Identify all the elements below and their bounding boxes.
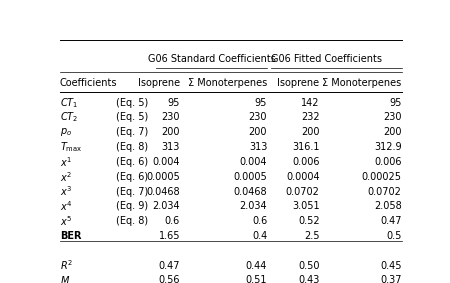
Text: 313: 313 bbox=[162, 142, 180, 152]
Text: 0.6: 0.6 bbox=[252, 216, 267, 226]
Text: 0.52: 0.52 bbox=[298, 216, 320, 226]
Text: $x^1$: $x^1$ bbox=[60, 155, 72, 169]
Text: $CT_1$: $CT_1$ bbox=[60, 96, 78, 110]
Text: 0.47: 0.47 bbox=[158, 261, 180, 271]
Text: 0.44: 0.44 bbox=[246, 261, 267, 271]
Text: 0.0005: 0.0005 bbox=[146, 172, 180, 182]
Text: 0.43: 0.43 bbox=[298, 275, 320, 283]
Text: (Eq. 5): (Eq. 5) bbox=[116, 112, 148, 123]
Text: 316.1: 316.1 bbox=[292, 142, 320, 152]
Text: $x^2$: $x^2$ bbox=[60, 170, 72, 184]
Text: 2.058: 2.058 bbox=[374, 201, 401, 211]
Text: 0.004: 0.004 bbox=[153, 157, 180, 167]
Text: 0.00025: 0.00025 bbox=[361, 172, 401, 182]
Text: Σ Monoterpenes: Σ Monoterpenes bbox=[322, 78, 401, 88]
Text: 0.50: 0.50 bbox=[298, 261, 320, 271]
Text: 232: 232 bbox=[301, 112, 320, 123]
Text: $x^5$: $x^5$ bbox=[60, 214, 72, 228]
Text: 95: 95 bbox=[389, 98, 401, 108]
Text: 200: 200 bbox=[162, 127, 180, 137]
Text: $x^4$: $x^4$ bbox=[60, 200, 72, 213]
Text: 312.9: 312.9 bbox=[374, 142, 401, 152]
Text: 0.004: 0.004 bbox=[240, 157, 267, 167]
Text: BER: BER bbox=[60, 231, 81, 241]
Text: (Eq. 8): (Eq. 8) bbox=[116, 142, 148, 152]
Text: (Eq. 7): (Eq. 7) bbox=[116, 186, 148, 196]
Text: 200: 200 bbox=[301, 127, 320, 137]
Text: 0.0702: 0.0702 bbox=[368, 186, 401, 196]
Text: G06 Standard Coefficients: G06 Standard Coefficients bbox=[148, 54, 275, 64]
Text: 200: 200 bbox=[249, 127, 267, 137]
Text: $R^2$: $R^2$ bbox=[60, 259, 73, 273]
Text: 0.56: 0.56 bbox=[158, 275, 180, 283]
Text: 1.65: 1.65 bbox=[158, 231, 180, 241]
Text: 95: 95 bbox=[168, 98, 180, 108]
Text: 0.51: 0.51 bbox=[246, 275, 267, 283]
Text: 2.034: 2.034 bbox=[153, 201, 180, 211]
Text: 0.0702: 0.0702 bbox=[286, 186, 320, 196]
Text: 3.051: 3.051 bbox=[292, 201, 320, 211]
Text: 2.5: 2.5 bbox=[304, 231, 320, 241]
Text: 230: 230 bbox=[383, 112, 401, 123]
Text: 0.0004: 0.0004 bbox=[286, 172, 320, 182]
Text: G06 Fitted Coefficients: G06 Fitted Coefficients bbox=[271, 54, 382, 64]
Text: 230: 230 bbox=[162, 112, 180, 123]
Text: $CT_2$: $CT_2$ bbox=[60, 111, 78, 124]
Text: (Eq. 5): (Eq. 5) bbox=[116, 98, 148, 108]
Text: Σ Monoterpenes: Σ Monoterpenes bbox=[188, 78, 267, 88]
Text: Isoprene: Isoprene bbox=[138, 78, 180, 88]
Text: (Eq. 7): (Eq. 7) bbox=[116, 127, 148, 137]
Text: Coefficients: Coefficients bbox=[60, 78, 117, 88]
Text: (Eq. 6): (Eq. 6) bbox=[116, 157, 148, 167]
Text: $p_o$: $p_o$ bbox=[60, 126, 72, 138]
Text: 2.034: 2.034 bbox=[239, 201, 267, 211]
Text: 95: 95 bbox=[255, 98, 267, 108]
Text: (Eq. 9): (Eq. 9) bbox=[116, 201, 148, 211]
Text: 0.0468: 0.0468 bbox=[234, 186, 267, 196]
Text: $x^3$: $x^3$ bbox=[60, 185, 72, 198]
Text: 0.37: 0.37 bbox=[380, 275, 401, 283]
Text: 0.5: 0.5 bbox=[386, 231, 401, 241]
Text: 230: 230 bbox=[249, 112, 267, 123]
Text: 0.45: 0.45 bbox=[380, 261, 401, 271]
Text: $T_{\mathrm{max}}$: $T_{\mathrm{max}}$ bbox=[60, 140, 82, 154]
Text: Isoprene: Isoprene bbox=[278, 78, 319, 88]
Text: 142: 142 bbox=[301, 98, 320, 108]
Text: (Eq. 8): (Eq. 8) bbox=[116, 216, 148, 226]
Text: 313: 313 bbox=[249, 142, 267, 152]
Text: $M$: $M$ bbox=[60, 275, 70, 283]
Text: (Eq. 6): (Eq. 6) bbox=[116, 172, 148, 182]
Text: 0.47: 0.47 bbox=[380, 216, 401, 226]
Text: 0.6: 0.6 bbox=[165, 216, 180, 226]
Text: 0.4: 0.4 bbox=[252, 231, 267, 241]
Text: 200: 200 bbox=[383, 127, 401, 137]
Text: 0.0005: 0.0005 bbox=[234, 172, 267, 182]
Text: 0.0468: 0.0468 bbox=[146, 186, 180, 196]
Text: 0.006: 0.006 bbox=[374, 157, 401, 167]
Text: 0.006: 0.006 bbox=[292, 157, 320, 167]
